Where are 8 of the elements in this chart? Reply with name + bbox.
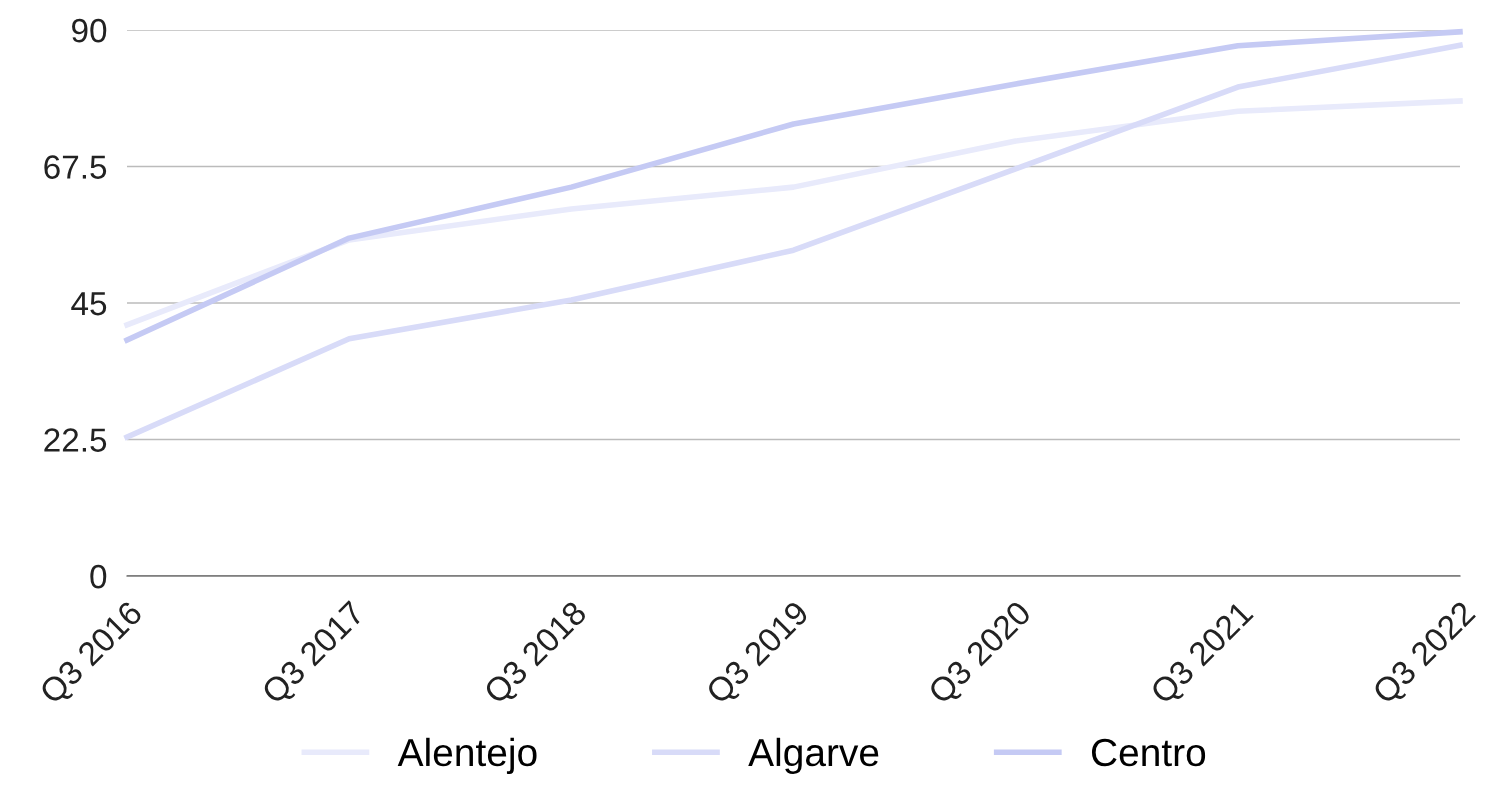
y-tick-label: 0 [90, 564, 107, 589]
y-tick-label: 67.5 [44, 155, 107, 179]
legend-label: Algarve [748, 737, 879, 775]
y-tick-label: 22.5 [44, 428, 107, 452]
y-tick-label: 45 [71, 292, 107, 316]
y-tick-label: 90 [72, 18, 107, 43]
legend-label: Centro [1091, 738, 1206, 767]
legend-label: Alentejo [397, 737, 537, 775]
